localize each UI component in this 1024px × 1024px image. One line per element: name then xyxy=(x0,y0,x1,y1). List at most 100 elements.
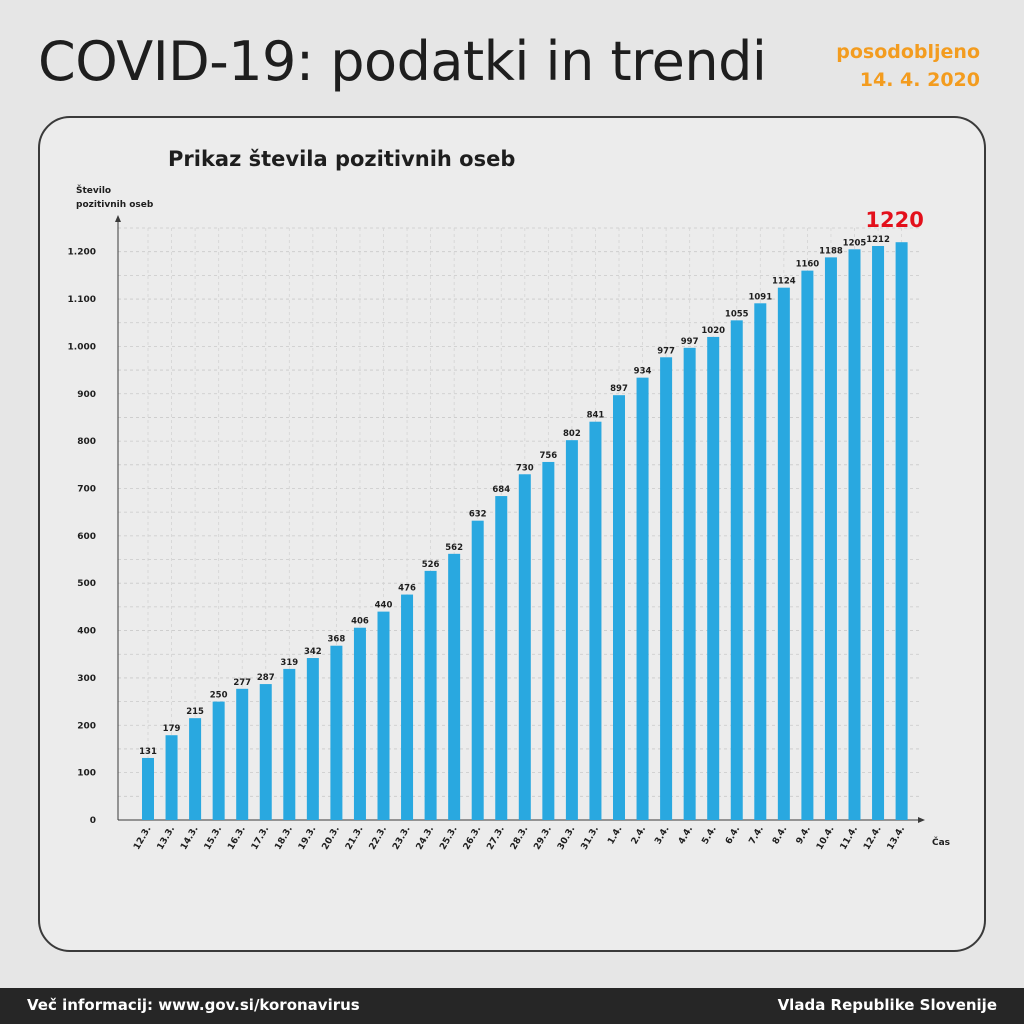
bar xyxy=(283,668,296,820)
x-tick-label: 31.3. xyxy=(580,825,601,852)
x-tick-label: 2.4. xyxy=(630,825,648,847)
x-tick-label: 16.3. xyxy=(226,825,247,852)
bar-value-label: 476 xyxy=(398,584,416,594)
x-tick-label: 9.4. xyxy=(795,825,813,847)
x-axis-arrow xyxy=(918,817,925,823)
bar-value-label: 1188 xyxy=(819,246,843,256)
x-tick-label: 20.3. xyxy=(321,825,342,852)
bar xyxy=(872,245,885,820)
x-tick-label: 25.3. xyxy=(438,825,459,852)
bar-value-label: 250 xyxy=(210,691,228,701)
x-tick-label: 30.3. xyxy=(556,825,577,852)
bar xyxy=(848,249,861,820)
footer-bar: Več informacij: www.gov.si/koronavirus V… xyxy=(0,988,1024,1024)
bar xyxy=(518,474,531,820)
bar-value-label: 131 xyxy=(139,747,157,757)
x-tick-label: 15.3. xyxy=(203,825,224,852)
bar xyxy=(824,257,837,821)
x-tick-label: 11.4. xyxy=(839,825,860,852)
bar-value-label: 562 xyxy=(445,543,463,553)
x-tick-label: 6.4. xyxy=(724,825,742,847)
x-tick-label: 27.3. xyxy=(485,825,506,852)
bar-value-label: 1212 xyxy=(866,235,890,245)
x-tick-label: 13.3. xyxy=(156,825,177,852)
x-tick-label: 10.4. xyxy=(815,825,836,852)
updated-date: 14. 4. 2020 xyxy=(859,69,980,91)
footer-info-link[interactable]: Več informacij: www.gov.si/koronavirus xyxy=(27,996,360,1014)
bar-value-label: 1205 xyxy=(843,238,867,248)
y-tick-label: 900 xyxy=(77,390,96,400)
x-tick-label: 1.4. xyxy=(606,825,624,847)
bar xyxy=(801,270,814,820)
bar xyxy=(730,320,743,820)
bar-value-label: 1091 xyxy=(748,292,772,302)
x-tick-label: 19.3. xyxy=(297,825,318,852)
bar-value-label: 342 xyxy=(304,647,322,657)
bar-value-label: 179 xyxy=(163,724,181,734)
bar xyxy=(330,645,343,820)
bar xyxy=(777,287,790,821)
bar-value-label: 440 xyxy=(375,601,393,611)
bar-value-label: 215 xyxy=(186,707,204,717)
bar xyxy=(142,757,154,820)
y-tick-label: 800 xyxy=(77,437,96,447)
x-tick-label: 18.3. xyxy=(273,825,294,852)
bar xyxy=(754,303,767,821)
bar-value-label: 997 xyxy=(681,337,699,347)
bar xyxy=(189,718,202,820)
bar-value-label: 897 xyxy=(610,384,628,394)
y-tick-label: 500 xyxy=(77,579,96,589)
y-tick-label: 300 xyxy=(77,674,96,684)
bar xyxy=(353,627,366,820)
y-tick-label: 1.100 xyxy=(68,295,96,305)
page-title: COVID-19: podatki in trendi xyxy=(38,30,767,93)
bar-value-label: 319 xyxy=(280,658,298,668)
y-ticks: 0 100 200 300 400 500 600 700 800 900 1.000 1.100 1.… xyxy=(68,248,96,826)
highlight-value-label: 1220 xyxy=(865,208,923,232)
bar xyxy=(565,440,578,820)
x-tick-label: 5.4. xyxy=(700,825,718,847)
bar xyxy=(236,688,249,820)
bar xyxy=(495,496,508,820)
y-tick-label: 1.200 xyxy=(68,248,96,258)
x-tick-label: 4.4. xyxy=(677,825,695,847)
x-tick-label: 26.3. xyxy=(462,825,483,852)
x-tick-label: 24.3. xyxy=(415,825,436,852)
x-tick-label: 14.3. xyxy=(179,825,200,852)
bar-value-label: 684 xyxy=(492,485,510,495)
y-axis-label-line2: pozitivnih oseb xyxy=(76,200,154,210)
data-labels: 131 179 215 250 277 287 319 342 368 406 440 476 526 5… xyxy=(139,208,924,757)
x-tick-label: 8.4. xyxy=(771,825,789,847)
bar xyxy=(613,395,625,820)
y-tick-label: 700 xyxy=(77,484,96,494)
bar-value-label: 802 xyxy=(563,429,581,439)
bar xyxy=(707,336,720,820)
x-tick-label: 3.4. xyxy=(653,825,671,847)
x-tick-label: 21.3. xyxy=(344,825,365,852)
bar-value-label: 526 xyxy=(422,560,440,570)
bar xyxy=(636,377,649,820)
bar-value-label: 406 xyxy=(351,617,369,627)
bar xyxy=(589,421,602,820)
bar xyxy=(448,553,461,820)
bar-value-label: 1020 xyxy=(701,326,725,336)
y-axis-label-line1: Število xyxy=(76,184,111,196)
bar-value-label: 977 xyxy=(657,346,675,356)
x-tick-label: 12.3. xyxy=(132,825,153,852)
chart-title: Prikaz števila pozitivnih oseb xyxy=(168,147,515,171)
bar-value-label: 1055 xyxy=(725,309,749,319)
bar xyxy=(895,242,908,820)
bar xyxy=(683,347,696,820)
bars xyxy=(142,242,908,821)
x-axis-label: Čas xyxy=(932,836,950,848)
bar xyxy=(306,658,319,820)
x-tick-label: 28.3. xyxy=(509,825,530,852)
bar xyxy=(471,520,484,820)
bar-value-label: 841 xyxy=(587,411,605,421)
bar-value-label: 730 xyxy=(516,463,534,473)
x-tick-label: 23.3. xyxy=(391,825,412,852)
x-tick-label: 22.3. xyxy=(368,825,389,852)
bar-value-label: 632 xyxy=(469,510,487,520)
bar xyxy=(424,570,437,820)
